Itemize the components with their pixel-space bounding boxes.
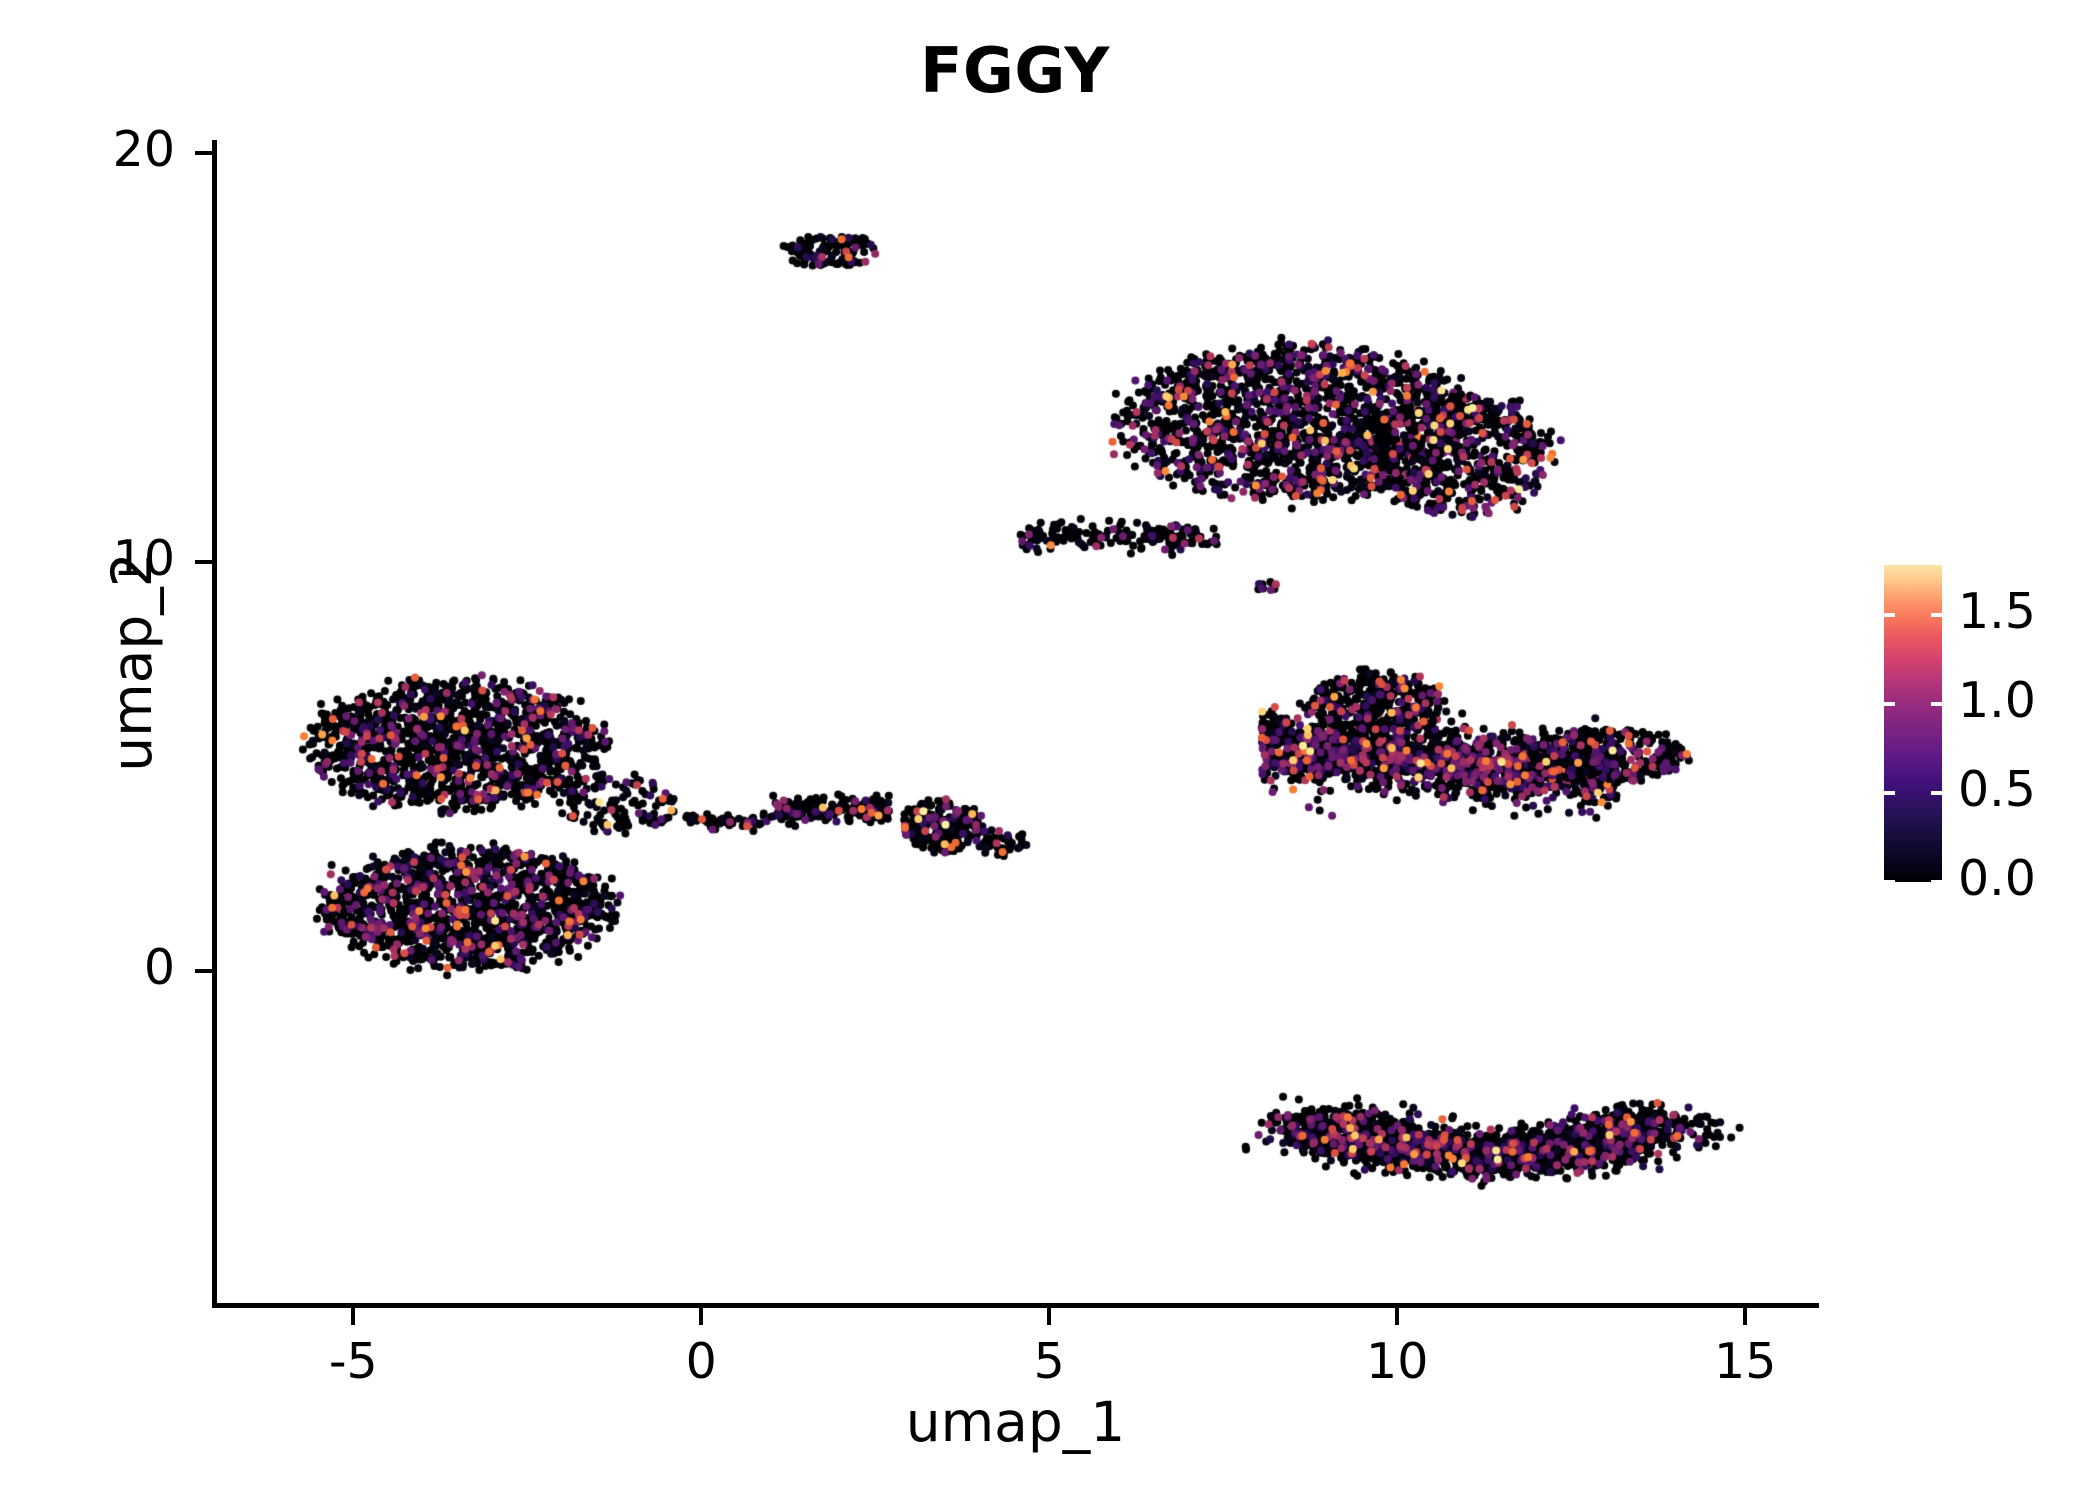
scatter-points-layer bbox=[212, 140, 1819, 1305]
x-tick-mark bbox=[1047, 1308, 1052, 1325]
page-title: FGGY bbox=[920, 34, 1110, 107]
colorbar-tick-mark bbox=[1931, 612, 1942, 617]
scatter-plot-area bbox=[212, 140, 1819, 1305]
x-tick-label: 0 bbox=[685, 1333, 717, 1390]
colorbar-tick-mark bbox=[1884, 701, 1895, 706]
colorbar-tick-mark bbox=[1884, 612, 1895, 617]
y-tick-mark bbox=[195, 968, 212, 973]
y-tick-label: 10 bbox=[112, 530, 175, 587]
y-axis-label: umap_2 bbox=[100, 552, 164, 772]
colorbar-tick-mark bbox=[1931, 701, 1942, 706]
colorbar-tick-label: 1.0 bbox=[1958, 671, 2036, 729]
x-axis-spine bbox=[212, 1303, 1819, 1308]
colorbar-tick-label: 0.5 bbox=[1958, 760, 2036, 818]
y-tick-mark bbox=[195, 151, 212, 156]
y-tick-mark bbox=[195, 560, 212, 564]
colorbar-tick-mark bbox=[1884, 880, 1895, 884]
colorbar-tick-mark bbox=[1884, 790, 1895, 795]
y-axis-spine bbox=[212, 140, 217, 1308]
x-tick-mark bbox=[1395, 1308, 1400, 1325]
colorbar-tick-label: 1.5 bbox=[1958, 582, 2036, 640]
colorbar-tick-mark bbox=[1931, 790, 1942, 795]
colorbar-tick-mark bbox=[1931, 880, 1942, 884]
x-tick-label: -5 bbox=[328, 1333, 378, 1390]
colorbar-tick-label: 0.0 bbox=[1958, 850, 2036, 907]
colorbar: 0.0 0.5 1.0 1.5 bbox=[1884, 565, 2036, 907]
x-tick-label: 5 bbox=[1033, 1333, 1065, 1390]
x-tick-label: 10 bbox=[1366, 1333, 1429, 1390]
x-tick-mark bbox=[1743, 1308, 1748, 1325]
x-tick-mark bbox=[699, 1308, 704, 1325]
x-tick-label: 15 bbox=[1714, 1333, 1777, 1390]
y-tick-label: 20 bbox=[112, 121, 175, 179]
y-tick-label: 0 bbox=[143, 938, 175, 996]
x-axis-label: umap_1 bbox=[905, 1390, 1126, 1454]
colorbar-gradient bbox=[1884, 565, 1942, 882]
x-tick-mark bbox=[351, 1308, 356, 1325]
